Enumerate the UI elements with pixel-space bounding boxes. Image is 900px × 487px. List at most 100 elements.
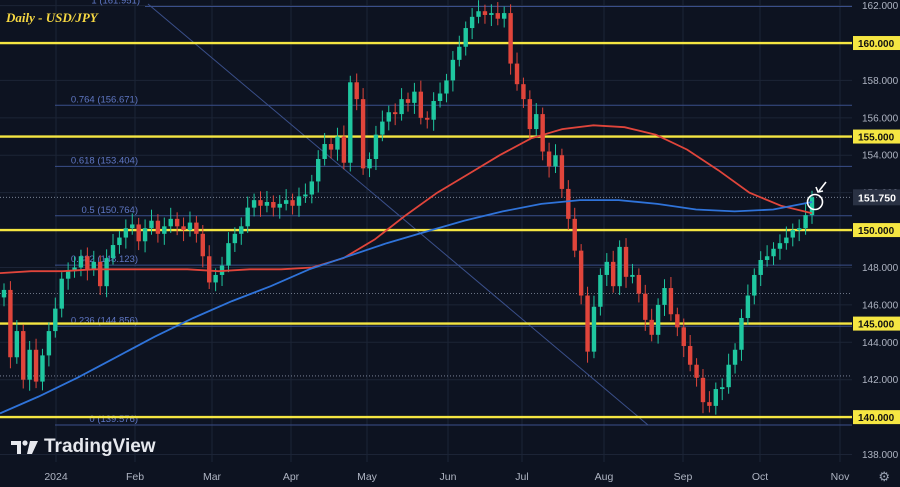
candle-body <box>78 256 84 268</box>
price-tick-label: 142.000 <box>862 375 899 386</box>
key-level-price-label: 145.000 <box>858 320 895 331</box>
candle-body <box>431 101 436 120</box>
brand-name: TradingView <box>44 436 156 457</box>
time-axis[interactable]: 2024 Feb Mar Apr May Jun Jul Aug Sep Oct Nov <box>44 471 850 483</box>
candle-body <box>527 99 533 130</box>
candle-body <box>540 114 545 152</box>
candle-body <box>700 377 706 403</box>
candle-body <box>752 274 757 296</box>
candle-body <box>623 246 629 277</box>
candle-body <box>463 28 468 47</box>
candle-body <box>681 327 686 347</box>
price-tick-label: 158.000 <box>862 76 899 87</box>
time-tick-label: Feb <box>126 471 144 483</box>
key-level-price-tag <box>853 316 900 331</box>
time-tick-label: Apr <box>283 471 300 483</box>
trendline <box>147 3 649 426</box>
candle-body <box>380 121 385 135</box>
candle-body <box>392 112 398 115</box>
current-price-tag <box>853 189 900 206</box>
candle-body <box>720 387 725 390</box>
candle-body <box>553 155 558 167</box>
candle-body <box>508 13 513 64</box>
candle-body <box>643 293 648 320</box>
candle-body <box>309 181 315 195</box>
candle-body <box>264 202 270 206</box>
moving-average-blue <box>0 199 813 415</box>
candle-body <box>777 243 783 249</box>
candle-body <box>444 80 449 94</box>
candle-body <box>72 267 77 272</box>
tradingview-logo: TradingView <box>10 436 156 458</box>
candle-body <box>662 288 667 305</box>
candle-body <box>123 228 129 238</box>
candle-body <box>360 99 366 169</box>
candle-body <box>636 274 642 294</box>
key-level-price-tag <box>853 223 900 238</box>
fib-label: 0 (139.576) <box>89 414 138 425</box>
candle-body <box>232 233 238 244</box>
candle-body <box>655 304 661 335</box>
candle-body <box>707 402 712 406</box>
annotation-circle <box>806 193 824 211</box>
candle-body <box>809 197 815 216</box>
candle-body <box>181 226 186 231</box>
candle-body <box>33 349 39 382</box>
fib-label: 0.5 (150.764) <box>81 205 138 216</box>
candle-body <box>168 218 173 227</box>
candle-body <box>142 228 148 242</box>
price-axis[interactable]: 138.000142.000144.000146.000148.000152.0… <box>852 0 900 462</box>
candle-body <box>110 245 116 259</box>
key-level-price-label: 150.000 <box>858 226 895 237</box>
candle-body <box>585 295 590 352</box>
arrow-head <box>815 186 824 193</box>
candle-body <box>489 13 494 15</box>
current-price-label: 151.750 <box>858 192 896 204</box>
candle-body <box>46 331 52 356</box>
candle-body <box>97 261 103 287</box>
candle-body <box>405 99 411 103</box>
key-level-price-label: 155.000 <box>858 133 895 144</box>
time-tick-label: Aug <box>595 471 614 483</box>
candle-body <box>803 215 808 229</box>
time-tick-label: Sep <box>674 471 693 483</box>
candle-body <box>726 364 731 388</box>
arrow-down-left-icon <box>818 181 827 192</box>
candle-body <box>341 136 347 163</box>
candle-body <box>617 246 622 287</box>
candle-body <box>604 261 609 275</box>
time-tick-label: Mar <box>203 471 222 483</box>
candle-body <box>476 11 481 17</box>
candles <box>1 0 815 415</box>
candle-body <box>316 158 321 182</box>
price-tick-label: 154.000 <box>862 151 899 162</box>
candle-body <box>335 136 340 150</box>
price-tick-label: 148.000 <box>862 263 899 274</box>
candle-body <box>303 194 308 197</box>
price-tick-label: 144.000 <box>862 338 899 349</box>
candle-body <box>226 243 231 266</box>
tradingview-icon <box>11 440 38 454</box>
candle-body <box>296 196 302 206</box>
time-tick-label: Jul <box>515 471 528 483</box>
candle-body <box>328 144 334 150</box>
time-tick-label: Oct <box>752 471 768 483</box>
candle-body <box>501 13 507 19</box>
time-tick-label: May <box>357 471 378 483</box>
candle-body <box>457 46 462 60</box>
candle-body <box>687 346 693 365</box>
time-tick-label: Nov <box>831 471 850 483</box>
candle-body <box>322 144 327 159</box>
gear-icon[interactable]: ⚙ <box>878 469 890 484</box>
key-level-price-tag <box>853 129 900 144</box>
candle-body <box>758 259 763 275</box>
candle-body <box>598 274 603 307</box>
candle-body <box>14 331 20 358</box>
candle-body <box>53 308 58 332</box>
candle-body <box>162 226 167 234</box>
candle-body <box>1 289 7 298</box>
candle-body <box>578 250 584 296</box>
candle-body <box>450 59 456 81</box>
candle-body <box>187 222 193 231</box>
